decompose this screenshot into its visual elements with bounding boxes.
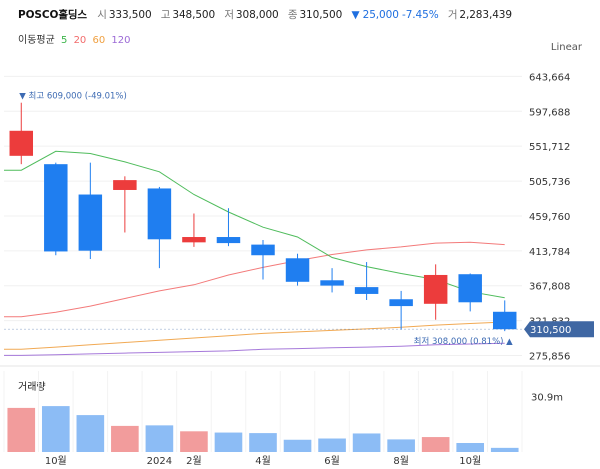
volume-bar bbox=[214, 432, 243, 452]
candle-body bbox=[492, 311, 517, 330]
price-change: ▼ 25,000 -7.45% bbox=[351, 9, 439, 21]
ma-5-label[interactable]: 5 bbox=[61, 35, 68, 46]
candle-body bbox=[113, 180, 137, 190]
x-tick-label: 10월 bbox=[45, 455, 67, 467]
low-annotation: 최저 308,000 (0.81%) ▲ bbox=[414, 336, 514, 347]
ma-20-line bbox=[4, 241, 505, 318]
candle-body bbox=[251, 244, 275, 256]
volume-bar bbox=[421, 437, 450, 452]
volume-bar bbox=[456, 443, 485, 452]
ma-120-label[interactable]: 120 bbox=[111, 35, 131, 46]
open-label: 시 bbox=[97, 9, 107, 21]
current-price-tag bbox=[524, 321, 594, 338]
volume-bar bbox=[490, 447, 519, 452]
candle-body bbox=[147, 188, 172, 240]
ma-60-line bbox=[4, 321, 505, 350]
volume-tick-label: 30.9m bbox=[531, 392, 563, 403]
candle-body bbox=[458, 274, 482, 303]
candle-body bbox=[285, 258, 310, 282]
open-value: 333,500 bbox=[108, 9, 152, 21]
stock-header: POSCO홀딩스 시 333,500 고 348,500 저 308,000 종 310… bbox=[18, 7, 518, 23]
low-label: 저 bbox=[224, 9, 234, 21]
candle-body bbox=[423, 274, 448, 304]
volume-bar bbox=[387, 439, 415, 452]
volume-bar bbox=[180, 431, 208, 452]
volume-bar bbox=[7, 407, 36, 452]
high-annotation: ▼ 최고 609,000 (-49.01%) bbox=[19, 91, 127, 102]
y-tick-label: 275,856 bbox=[529, 352, 570, 363]
y-tick-label: 597,688 bbox=[529, 107, 570, 118]
volume-label: 거 bbox=[447, 9, 458, 21]
ma-legend-title: 이동평균 bbox=[18, 35, 55, 46]
x-tick-label: 2월 bbox=[186, 455, 202, 467]
volume-pane-title: 거래량 bbox=[18, 382, 46, 393]
volume-bar bbox=[352, 433, 381, 452]
volume-bar bbox=[249, 433, 277, 452]
y-tick-label: 551,712 bbox=[529, 142, 570, 153]
y-tick-label: 413,784 bbox=[529, 247, 570, 258]
candle-body bbox=[44, 164, 68, 252]
candle-body bbox=[78, 194, 103, 251]
ma-60-label[interactable]: 60 bbox=[92, 35, 106, 46]
candle-body bbox=[320, 280, 344, 286]
volume-bar bbox=[76, 415, 105, 452]
x-tick-label: 10월 bbox=[459, 455, 481, 467]
moving-average-legend[interactable]: 이동평균 5 20 60 120 bbox=[18, 31, 134, 46]
x-tick-label: 6월 bbox=[324, 455, 340, 467]
y-tick-label: 459,760 bbox=[529, 212, 570, 223]
candle-body bbox=[389, 299, 413, 307]
stock-name: POSCO홀딩스 bbox=[18, 9, 87, 21]
close-label: 종 bbox=[287, 9, 298, 21]
candle-body bbox=[354, 287, 379, 294]
x-tick-label: 4월 bbox=[255, 455, 271, 467]
x-tick-label: 8월 bbox=[393, 455, 409, 467]
y-tick-label: 367,808 bbox=[529, 282, 570, 293]
x-tick-label: 2024 bbox=[147, 456, 172, 467]
volume-bar bbox=[41, 406, 70, 452]
candle-body bbox=[216, 237, 241, 244]
candle-body bbox=[9, 130, 34, 156]
volume-bar bbox=[111, 425, 139, 452]
ma-120-line bbox=[4, 342, 505, 356]
volume-bar bbox=[318, 438, 346, 452]
high-value: 348,500 bbox=[172, 9, 216, 21]
close-value: 310,500 bbox=[299, 9, 343, 21]
y-tick-label: 643,664 bbox=[529, 72, 570, 83]
y-tick-label: 505,736 bbox=[529, 177, 570, 188]
candle-body bbox=[182, 237, 206, 243]
scale-mode-toggle[interactable]: Linear bbox=[550, 42, 582, 53]
current-price-label: 310,500 bbox=[530, 325, 571, 336]
volume-value: 2,283,439 bbox=[459, 9, 512, 21]
ma-20-label[interactable]: 20 bbox=[73, 35, 87, 46]
volume-bar bbox=[283, 439, 312, 452]
low-value: 308,000 bbox=[235, 9, 279, 21]
high-label: 고 bbox=[160, 9, 171, 21]
volume-bar bbox=[145, 425, 174, 452]
ma-5-line bbox=[4, 150, 505, 299]
